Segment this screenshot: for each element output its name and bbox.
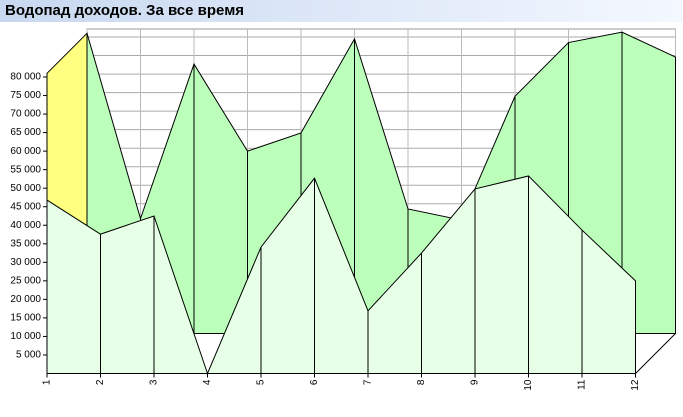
y-tick-label: 30 000 (10, 257, 41, 268)
y-tick-label: 60 000 (10, 146, 41, 157)
x-tick-label: 12 (630, 379, 641, 391)
y-tick-label: 65 000 (10, 127, 41, 138)
x-tick-label: 7 (363, 379, 374, 385)
y-tick-label: 50 000 (10, 183, 41, 194)
x-tick-label: 4 (202, 379, 213, 385)
y-tick-label: 35 000 (10, 238, 41, 249)
y-tick-label: 10 000 (10, 331, 41, 342)
y-tick-label: 75 000 (10, 90, 41, 101)
y-tick-label: 15 000 (10, 313, 41, 324)
x-tick-label: 2 (95, 379, 106, 385)
x-tick-label: 3 (149, 379, 160, 385)
y-tick-label: 45 000 (10, 201, 41, 212)
header: Водопад доходов. За все время (0, 0, 683, 22)
y-tick-label: 20 000 (10, 294, 41, 305)
y-tick-label: 80 000 (10, 72, 41, 83)
x-tick-label: 8 (416, 379, 427, 385)
y-tick-label: 70 000 (10, 109, 41, 120)
x-tick-label: 1 (42, 379, 53, 385)
x-tick-label: 9 (470, 379, 481, 385)
y-tick-label: 55 000 (10, 164, 41, 175)
y-tick-label: 40 000 (10, 220, 41, 231)
x-tick-label: 11 (577, 379, 588, 390)
floor-edge (635, 333, 676, 374)
x-tick-label: 6 (309, 379, 320, 385)
x-tick-label: 10 (523, 379, 534, 391)
chart-title: Водопад доходов. За все время (5, 2, 245, 19)
y-tick-label: 25 000 (10, 275, 41, 286)
y-tick-label: 5 000 (16, 350, 41, 361)
x-tick-label: 5 (256, 379, 267, 385)
